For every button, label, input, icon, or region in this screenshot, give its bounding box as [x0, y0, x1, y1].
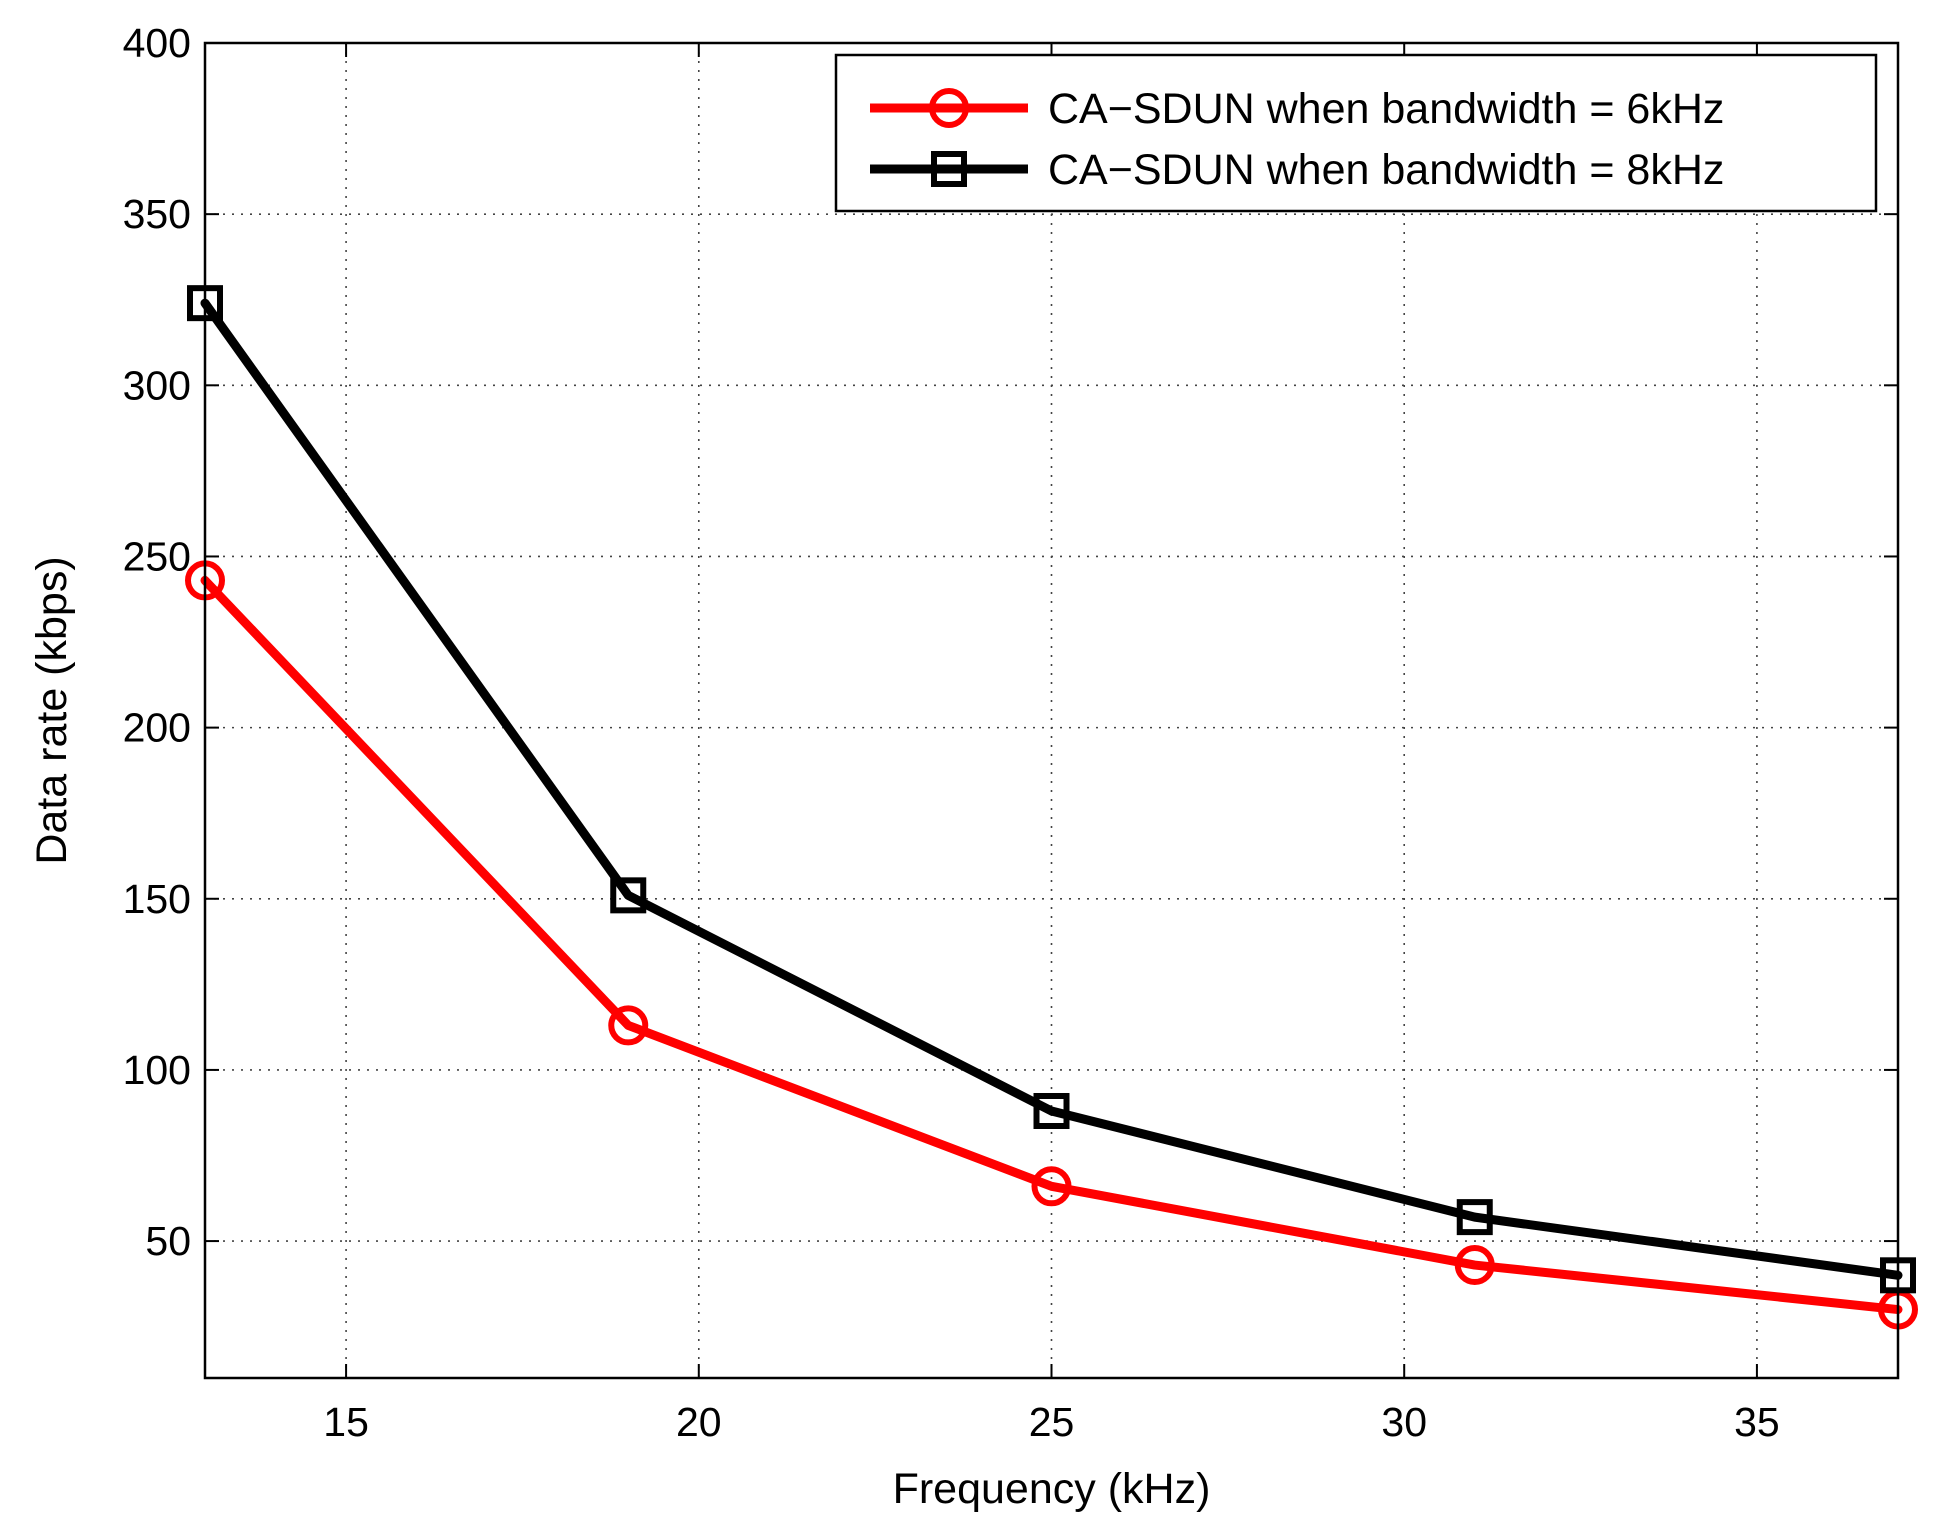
- data-point-square: [610, 877, 647, 914]
- data-point-square: [1456, 1199, 1493, 1236]
- legend-item-1: CA−SDUN when bandwidth = 6kHz: [870, 85, 1724, 133]
- y-tick-label: 150: [123, 876, 191, 922]
- legend-label: CA−SDUN when bandwidth = 8kHz: [1048, 146, 1724, 194]
- legend-box: [834, 53, 1878, 213]
- y-tick-label: 50: [145, 1218, 191, 1264]
- axis-ticks: 15 20 25 30 35 50 100 150 200 250 300 350 400: [123, 20, 1898, 1445]
- x-tick-label: 15: [323, 1399, 369, 1445]
- x-tick-label: 20: [676, 1399, 722, 1445]
- data-point-circle: [1454, 1245, 1495, 1286]
- x-axis-label: Frequency (kHz): [893, 1465, 1211, 1513]
- legend-marker-circle: [929, 88, 969, 128]
- y-tick-label: 300: [123, 362, 191, 408]
- y-tick-label: 100: [123, 1047, 191, 1093]
- data-point-circle: [1031, 1166, 1072, 1207]
- legend-label: CA−SDUN when bandwidth = 6kHz: [1048, 85, 1724, 133]
- x-tick-label: 35: [1734, 1399, 1780, 1445]
- data-point-square: [1033, 1093, 1070, 1129]
- x-tick-label: 25: [1029, 1399, 1075, 1445]
- series-line-1: [200, 575, 1903, 1315]
- legend-marker-square: [931, 151, 967, 187]
- data-point-circle: [608, 1005, 649, 1046]
- y-tick-label: 200: [123, 705, 191, 751]
- series-line-2: [200, 298, 1903, 1280]
- y-tick-label: 250: [123, 533, 191, 579]
- x-tick-label: 30: [1381, 1399, 1427, 1445]
- y-tick-label: 400: [123, 20, 191, 66]
- y-tick-label: 350: [123, 191, 191, 237]
- y-axis-label: Data rate (kbps): [28, 556, 76, 864]
- legend-item-2: CA−SDUN when bandwidth = 8kHz: [870, 146, 1724, 194]
- legend: CA−SDUN when bandwidth = 6kHz CA−SDUN whe…: [834, 53, 1878, 213]
